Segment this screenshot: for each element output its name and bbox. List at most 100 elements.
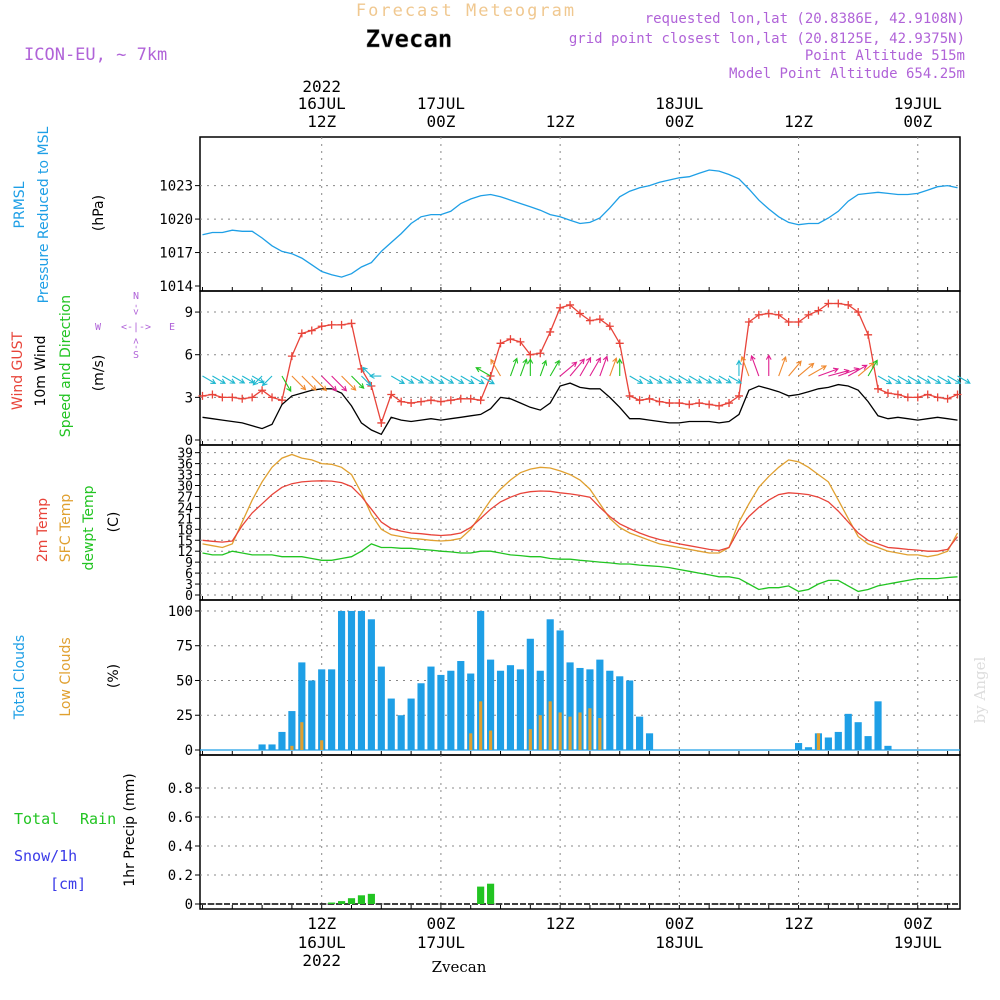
gust-marker [685, 400, 694, 409]
total-cloud-bar [268, 744, 276, 750]
panel-frame [199, 754, 961, 910]
wind-direction-arrow [629, 375, 644, 384]
y-tick-label: 24 [177, 501, 193, 516]
low-cloud-bar [568, 716, 572, 750]
y-tick-label: 21 [177, 512, 193, 527]
gust-marker [715, 401, 724, 410]
gust-marker [566, 300, 575, 309]
gust-marker [635, 396, 644, 405]
gust-marker [824, 299, 833, 308]
y-tick-label: 18 [177, 523, 193, 538]
gust-marker [466, 394, 475, 403]
y-tick-label: 1020 [159, 212, 193, 228]
gust-marker [268, 393, 277, 402]
wind-direction-arrow [750, 354, 760, 377]
total-cloud-bar [467, 673, 475, 750]
gust-marker [625, 391, 634, 400]
gust-marker [297, 329, 306, 338]
top-date-label: 19JUL [894, 94, 942, 113]
percent-unit-label: (%) [106, 664, 122, 688]
wind-direction-arrow [708, 375, 723, 384]
total-cloud-bar [536, 670, 544, 750]
y-tick-label: 3 [185, 390, 193, 406]
y-tick-label: 15 [177, 534, 193, 549]
celsius-unit-label: (C) [106, 512, 122, 533]
gust-marker [238, 394, 247, 403]
wind-direction-arrow [400, 375, 415, 384]
y-tick-label: 1017 [159, 246, 193, 262]
top-date-label: 17JUL [417, 94, 465, 113]
total-cloud-bar [457, 661, 465, 750]
gust-marker [655, 397, 664, 406]
wind-direction-arrow [736, 359, 742, 377]
wind-gust-label: Wind GUST [10, 331, 26, 410]
forecast-meteogram-title: Forecast Meteogram [356, 1, 576, 21]
wind-direction-arrow [509, 357, 519, 377]
y-tick-label: 0 [185, 433, 193, 449]
wind-direction-arrow [341, 375, 357, 391]
total-cloud-bar [447, 670, 455, 750]
wind-direction-arrow [728, 375, 743, 384]
point-altitude: Point Altitude 515m [805, 48, 965, 64]
total-cloud-bar [308, 680, 316, 750]
total-rain-label-2: Rain [80, 810, 116, 828]
dewpt-temp-label: dewpt Temp [81, 485, 97, 570]
bottom-date-label: 19JUL [894, 933, 942, 952]
wind-direction-arrow [808, 365, 827, 377]
wind-direction-arrow [579, 356, 592, 377]
wind-direction-arrow [252, 375, 263, 386]
y-tick-label: 9 [185, 556, 193, 571]
total-cloud-bar [516, 669, 524, 750]
rain-bar [477, 886, 485, 904]
total-clouds-label: Total Clouds [12, 635, 28, 720]
gust-marker [804, 310, 813, 319]
total-cloud-bar [288, 711, 296, 750]
gust-marker [347, 319, 356, 328]
gust-marker [893, 390, 902, 399]
gust-marker [933, 393, 942, 402]
low-cloud-bar [300, 722, 304, 750]
y-tick-label: 50 [176, 673, 193, 689]
wind-direction-arrow [887, 375, 902, 384]
location-title: Zvecan [366, 25, 453, 53]
gust-marker [496, 339, 505, 348]
wind-10m-label: 10m Wind [33, 335, 49, 406]
total-cloud-bar [834, 731, 842, 750]
compass-arrow-down: -> [131, 338, 142, 350]
gust-line [202, 302, 958, 426]
total-cloud-bar [377, 666, 385, 750]
gust-marker [734, 391, 743, 400]
wind-direction-arrow [390, 375, 406, 385]
wind-direction-arrow [450, 375, 465, 384]
gust-marker [725, 399, 734, 408]
total-cloud-bar [556, 630, 564, 750]
wind-line [202, 382, 958, 436]
top-hour-label: 12Z [307, 112, 336, 131]
wind-direction-arrow [867, 359, 878, 377]
wind-direction-arrow [616, 357, 623, 377]
sfc-temp-label: SFC Temp [58, 494, 74, 563]
wind-direction-arrow [490, 358, 501, 377]
wind-direction-arrow [559, 361, 578, 377]
y-tick-label: 0 [185, 589, 193, 604]
wind-direction-arrow [301, 375, 317, 391]
y-tick-label: 0.2 [168, 868, 193, 884]
gust-marker [426, 396, 435, 405]
total-cloud-bar [636, 716, 644, 750]
top-date-label: 16JUL [298, 94, 346, 113]
low-cloud-bar [489, 730, 493, 750]
wind-direction-arrow [361, 375, 372, 387]
gust-marker [764, 309, 773, 318]
panel-frame [199, 136, 961, 292]
wind-direction-arrow [698, 375, 713, 384]
gust-marker [536, 349, 545, 358]
y-tick-label: 0.6 [168, 810, 193, 826]
wind-direction-arrow [311, 375, 328, 392]
wind-direction-arrow [222, 375, 236, 384]
wind-direction-arrow [430, 375, 445, 384]
rain-bar [367, 893, 375, 904]
wind-direction-arrow [368, 373, 382, 379]
